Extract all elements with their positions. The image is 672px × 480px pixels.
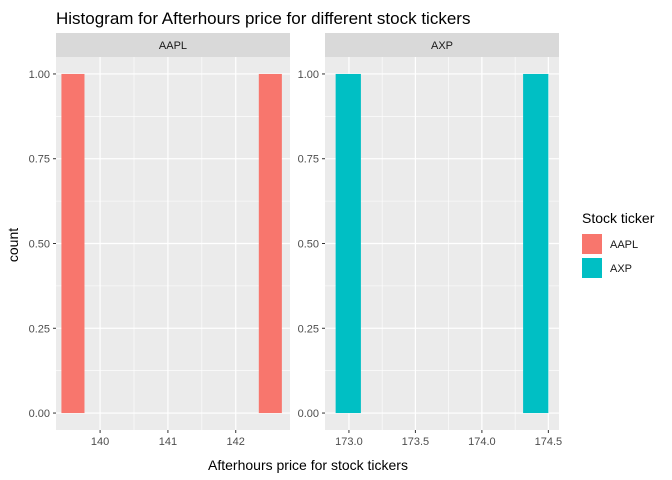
panel-aapl: AAPL 0.00 0.25 0.50 0.75 1.00 140 141 142 xyxy=(29,33,290,448)
chart-title: Histogram for Afterhours price for diffe… xyxy=(56,9,470,28)
x-tick-label: 142 xyxy=(227,436,245,448)
legend: Stock ticker AAPL AXP xyxy=(582,210,655,278)
x-tick-label: 140 xyxy=(91,436,109,448)
legend-key-axp xyxy=(582,258,602,278)
x-tick-label: 173.0 xyxy=(335,436,363,448)
y-tick-label: 0.75 xyxy=(29,154,50,166)
legend-label-aapl: AAPL xyxy=(610,239,638,251)
histogram-bar-axp-1 xyxy=(335,73,361,414)
y-tick-label: 0.25 xyxy=(29,323,50,335)
x-tick-label: 173.5 xyxy=(402,436,430,448)
y-tick-label: 0.25 xyxy=(298,323,319,335)
y-tick-label: 0.50 xyxy=(298,239,319,251)
histogram-bar-aapl-1 xyxy=(61,73,85,414)
y-axis-title: count xyxy=(5,228,21,262)
histogram-bar-axp-2 xyxy=(523,73,549,414)
x-tick-label: 174.5 xyxy=(535,436,563,448)
legend-label-axp: AXP xyxy=(610,263,632,275)
y-tick-label: 0.00 xyxy=(298,408,319,420)
strip-background xyxy=(325,33,559,57)
facet-panels: AAPL 0.00 0.25 0.50 0.75 1.00 140 141 142 AXP 0.00… xyxy=(29,33,563,448)
x-tick-label: 141 xyxy=(159,436,177,448)
y-tick-label: 1.00 xyxy=(298,69,319,81)
x-axis-title: Afterhours price for stock tickers xyxy=(208,457,408,473)
legend-key-aapl xyxy=(582,234,602,254)
panel-axp: AXP 0.00 0.25 0.50 0.75 1.00 173.0 173.5 174.0 17… xyxy=(298,33,563,448)
y-tick-label: 0.50 xyxy=(29,239,50,251)
legend-title: Stock ticker xyxy=(582,210,655,226)
y-tick-label: 0.75 xyxy=(298,154,319,166)
y-tick-label: 0.00 xyxy=(29,408,50,420)
x-tick-label: 174.0 xyxy=(468,436,496,448)
histogram-bar-aapl-2 xyxy=(258,73,282,414)
y-tick-label: 1.00 xyxy=(29,69,50,81)
strip-background xyxy=(56,33,290,57)
strip-label-aapl: AAPL xyxy=(159,40,187,52)
strip-label-axp: AXP xyxy=(431,40,453,52)
